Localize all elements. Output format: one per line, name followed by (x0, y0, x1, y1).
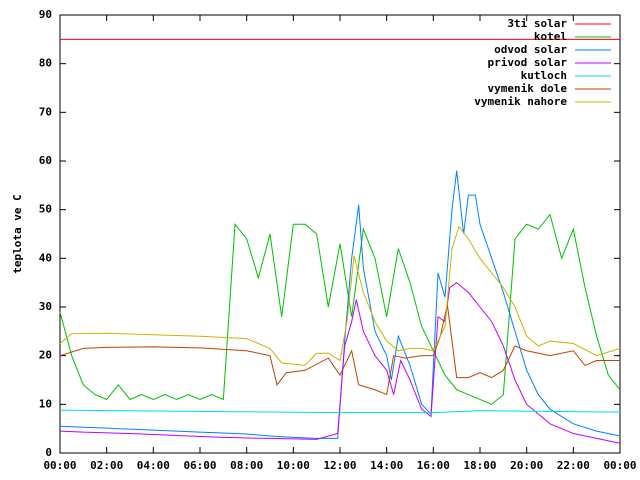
x-tick-label: 18:00 (463, 459, 496, 472)
x-tick-label: 00:00 (603, 459, 636, 472)
x-tick-label: 16:00 (417, 459, 450, 472)
y-tick-label: 50 (39, 203, 52, 216)
legend-label: privod solar (488, 56, 568, 69)
y-tick-label: 80 (39, 57, 52, 70)
x-tick-label: 06:00 (183, 459, 216, 472)
x-tick-label: 14:00 (370, 459, 403, 472)
y-tick-label: 0 (45, 446, 52, 459)
data-line (59, 304, 620, 396)
data-line (59, 409, 621, 414)
x-tick-label: 04:00 (137, 459, 170, 472)
data-line (59, 282, 621, 444)
y-tick-label: 20 (39, 349, 52, 362)
y-tick-label: 40 (39, 251, 52, 264)
legend-label: vymenik nahore (474, 95, 567, 108)
y-tick-label: 30 (39, 300, 52, 313)
x-tick-label: 02:00 (90, 459, 123, 472)
data-line (59, 213, 621, 405)
y-tick-label: 60 (39, 154, 52, 167)
legend-label: vymenik dole (488, 82, 568, 95)
legend-label: 3ti solar (507, 17, 567, 30)
x-tick-label: 08:00 (230, 459, 263, 472)
x-tick-label: 22:00 (557, 459, 590, 472)
x-tick-label: 12:00 (323, 459, 356, 472)
x-tick-label: 10:00 (277, 459, 310, 472)
legend-label: kutloch (521, 69, 567, 82)
x-tick-label: 20:00 (510, 459, 543, 472)
y-tick-label: 90 (39, 8, 52, 21)
y-axis-label: teplota ve C (11, 194, 24, 273)
y-tick-label: 70 (39, 105, 52, 118)
y-tick-label: 10 (39, 397, 52, 410)
x-tick-label: 00:00 (43, 459, 76, 472)
data-line (59, 225, 621, 366)
legend-label: kotel (534, 30, 567, 43)
legend-label: odvod solar (494, 43, 567, 56)
data-line (59, 170, 621, 439)
